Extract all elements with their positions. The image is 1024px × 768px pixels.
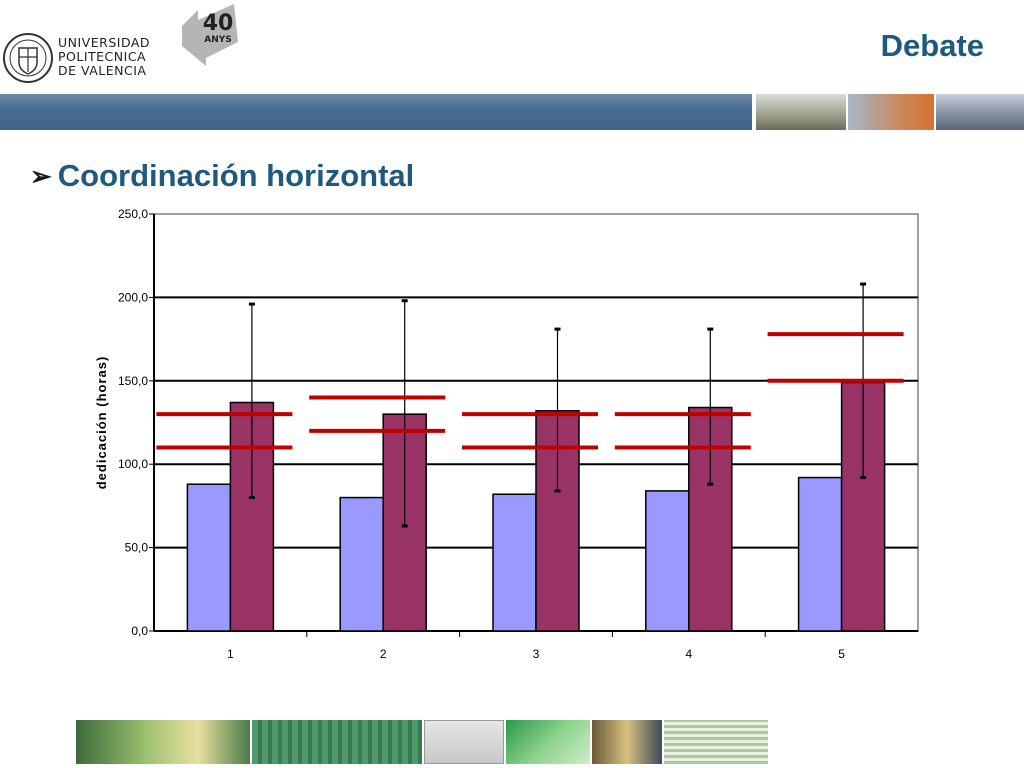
bar-series-1 [339,496,384,632]
bar-series-1 [797,476,843,632]
photo-text-grid [664,720,768,764]
x-tick-label: 4 [685,647,692,661]
y-tick-label: 100,0 [118,457,148,471]
university-logo: UNIVERSIDAD POLITECNICA DE VALENCIA [2,30,162,88]
bar-series-1 [645,490,690,632]
photo-software-window [424,720,504,764]
photo-structure [936,94,1024,130]
university-name: UNIVERSIDAD POLITECNICA DE VALENCIA [58,36,168,78]
bullet-text: Coordinación horizontal [57,158,415,193]
dedication-bar-chart: 0,0 50,0 100,0 150,0 200,0 250,0 dedicación (h… [94,207,919,661]
photo-lab [76,720,250,764]
bottom-photo-strip [76,720,768,764]
photo-people [592,720,662,764]
x-tick-label: 2 [380,647,387,661]
photo-green-device [506,720,590,764]
bar-series-1 [186,483,232,632]
x-tick-label: 1 [227,647,234,661]
x-tick-label: 5 [838,647,845,661]
bullet-heading: ➢ Coordinación horizontal [30,158,414,194]
y-tick-label: 50,0 [125,541,149,555]
photo-building [756,94,846,130]
slide-title: Debate [880,28,984,63]
logo-line: DE VALENCIA [58,63,147,78]
arrow-bullet-icon: ➢ [30,160,52,191]
logo-line: UNIVERSIDAD [58,35,151,50]
anniversary-word: ANYS [204,35,232,45]
bar-series-1 [492,493,537,632]
photo-campus [848,94,934,130]
y-tick-label: 250,0 [118,207,148,221]
anniversary-emblem: 40 ANYS [182,4,238,66]
y-tick-label: 200,0 [118,290,148,304]
x-tick-label: 3 [533,647,540,661]
anniversary-number: 40 [203,11,234,36]
logo-line: POLITECNICA [58,49,147,64]
header-band-bar [0,94,752,130]
university-seal-icon [3,33,53,83]
y-tick-label: 150,0 [118,374,148,388]
header-band [0,94,1024,130]
photo-keyboard [252,720,422,764]
y-tick-label: 0,0 [131,624,148,638]
header-photo-strip [756,94,1024,130]
y-axis-label: dedicación (horas) [94,356,109,490]
